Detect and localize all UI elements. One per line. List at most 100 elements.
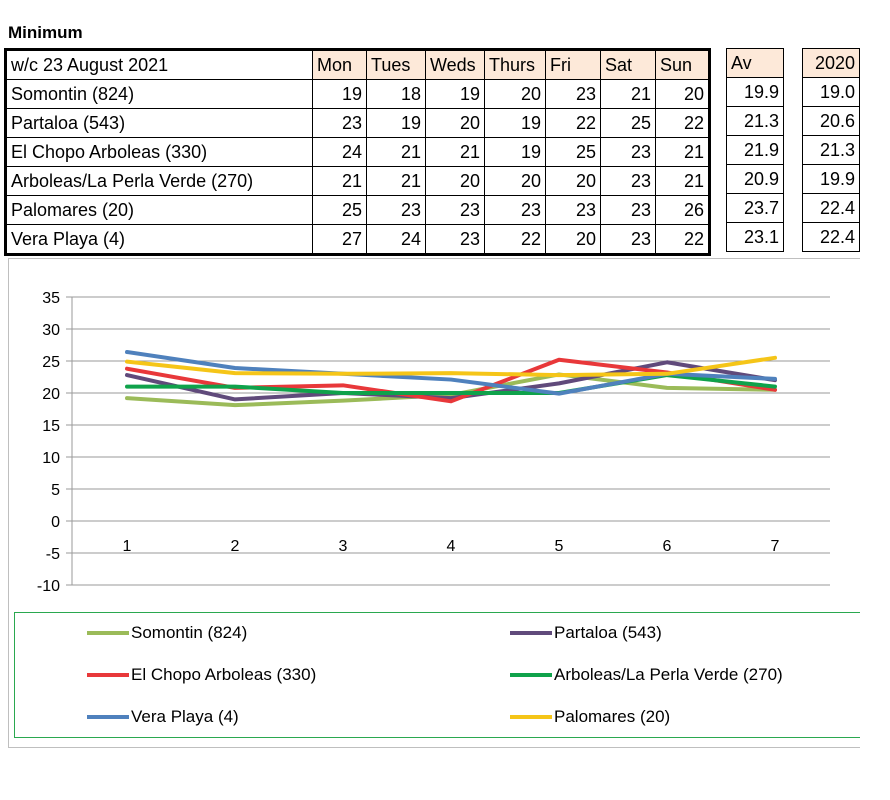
value-cell: 20: [425, 166, 485, 196]
value-cell: 24: [366, 224, 426, 255]
value-cell: 23: [545, 195, 601, 225]
chart-legend: Somontin (824) Partaloa (543) El Chopo Arb…: [14, 612, 860, 738]
year-value-cell: 19.9: [802, 164, 860, 194]
legend-item: Partaloa (543): [510, 623, 662, 643]
table-row: 19.9: [726, 77, 784, 107]
table-row: Palomares (20) 25 23 23 23 23 23 26: [5, 195, 710, 225]
value-cell: 24: [312, 137, 367, 167]
legend-label: Vera Playa (4): [131, 707, 239, 726]
legend-swatch: [87, 673, 129, 677]
value-cell: 27: [312, 224, 367, 255]
value-cell: 22: [545, 108, 601, 138]
x-tick-label: 7: [771, 538, 780, 555]
average-cell: 19.9: [726, 77, 784, 107]
value-cell: 21: [366, 166, 426, 196]
legend-label: Palomares (20): [554, 707, 671, 726]
x-tick-label: 5: [555, 538, 564, 555]
value-cell: 19: [312, 79, 367, 109]
value-cell: 20: [484, 79, 546, 109]
value-cell: 23: [600, 195, 656, 225]
table-row: Av: [726, 48, 784, 78]
x-tick-label: 2: [231, 538, 240, 555]
year-value-cell: 21.3: [802, 135, 860, 165]
y-tick-label: -10: [37, 578, 60, 595]
x-tick-label: 3: [339, 538, 348, 555]
value-cell: 21: [366, 137, 426, 167]
table-row: 23.7: [726, 193, 784, 223]
table-row: 21.3: [802, 135, 860, 165]
table-row: Vera Playa (4) 27 24 23 22 20 23 22: [5, 224, 710, 255]
value-cell: 18: [366, 79, 426, 109]
year-2020-table: 2020 19.0 20.6 21.3 19.9 22.4 22.4: [802, 48, 860, 252]
average-cell: 23.1: [726, 222, 784, 252]
day-header-sun: Sun: [655, 49, 710, 80]
table-row: Partaloa (543) 23 19 20 19 22 25 22: [5, 108, 710, 138]
series-line-5: [125, 355, 777, 378]
legend-label: Somontin (824): [131, 623, 248, 642]
table-row: El Chopo Arboleas (330) 24 21 21 19 25 23 21: [5, 137, 710, 167]
year-header: 2020: [802, 48, 860, 78]
site-name-cell: Partaloa (543): [5, 108, 313, 138]
value-cell: 26: [655, 195, 710, 225]
legend-swatch: [510, 715, 552, 719]
year-value-cell: 19.0: [802, 77, 860, 107]
legend-label: El Chopo Arboleas (330): [131, 665, 317, 684]
day-header-sat: Sat: [600, 49, 656, 80]
table-row: Somontin (824) 19 18 19 20 23 21 20: [5, 79, 710, 109]
value-cell: 22: [655, 108, 710, 138]
average-cell: 20.9: [726, 164, 784, 194]
y-tick-label: 10: [42, 450, 60, 467]
table-heading: Minimum: [8, 23, 83, 42]
average-cell: 23.7: [726, 193, 784, 223]
legend-swatch: [87, 715, 129, 719]
value-cell: 22: [484, 224, 546, 255]
table-row: 22.4: [802, 222, 860, 252]
value-cell: 20: [655, 79, 710, 109]
y-tick-label: 30: [42, 322, 60, 339]
x-tick-label: 1: [123, 538, 132, 555]
legend-swatch: [510, 673, 552, 677]
x-tick-label: 4: [447, 538, 456, 555]
y-tick-label: 5: [51, 482, 60, 499]
week-label-cell: w/c 23 August 2021: [5, 49, 313, 80]
year-value-cell: 22.4: [802, 222, 860, 252]
table-row: 20.9: [726, 164, 784, 194]
value-cell: 21: [655, 166, 710, 196]
value-cell: 23: [600, 224, 656, 255]
legend-swatch: [510, 631, 552, 635]
value-cell: 21: [655, 137, 710, 167]
average-header: Av: [726, 48, 784, 78]
legend-label: Arboleas/La Perla Verde (270): [554, 665, 783, 684]
legend-item: El Chopo Arboleas (330): [87, 665, 316, 685]
table-row: 19.9: [802, 164, 860, 194]
table-row: 19.0: [802, 77, 860, 107]
table-row: 2020: [802, 48, 860, 78]
value-cell: 19: [484, 108, 546, 138]
value-cell: 25: [600, 108, 656, 138]
site-name-cell: Vera Playa (4): [5, 224, 313, 255]
legend-item: Arboleas/La Perla Verde (270): [510, 665, 783, 685]
legend-item: Vera Playa (4): [87, 707, 239, 727]
value-cell: 20: [545, 224, 601, 255]
value-cell: 19: [425, 79, 485, 109]
series-line-1: [125, 360, 777, 402]
site-name-cell: El Chopo Arboleas (330): [5, 137, 313, 167]
table-header-row: w/c 23 August 2021 Mon Tues Weds Thurs Fri Sat…: [5, 49, 710, 80]
site-name-cell: Somontin (824): [5, 79, 313, 109]
legend-label: Partaloa (543): [554, 623, 662, 642]
y-tick-label: 20: [42, 386, 60, 403]
y-tick-label: 25: [42, 354, 60, 371]
y-tick-label: -5: [46, 546, 60, 563]
value-cell: 23: [425, 195, 485, 225]
y-tick-label: 15: [42, 418, 60, 435]
value-cell: 23: [600, 166, 656, 196]
average-table: Av 19.9 21.3 21.9 20.9 23.7 23.1: [726, 48, 784, 252]
site-name-cell: Palomares (20): [5, 195, 313, 225]
legend-swatch: [87, 631, 129, 635]
x-tick-label: 6: [663, 538, 672, 555]
value-cell: 21: [312, 166, 367, 196]
legend-item: Palomares (20): [510, 707, 670, 727]
y-tick-label: 35: [42, 290, 60, 307]
table-row: 20.6: [802, 106, 860, 136]
